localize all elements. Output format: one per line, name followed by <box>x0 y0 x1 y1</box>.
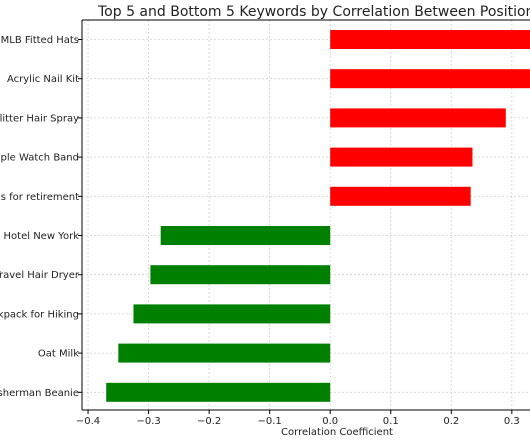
y-tick-label: Glitter Hair Spray <box>0 113 79 124</box>
x-tick-label: −0.4 <box>76 416 100 427</box>
bar-layer <box>106 30 530 402</box>
chart-title: Top 5 and Bottom 5 Keywords by Correlati… <box>97 4 530 20</box>
y-tick-label: pple Watch Band <box>0 153 79 164</box>
bar <box>160 226 331 245</box>
bar <box>330 108 506 128</box>
bar <box>106 382 331 402</box>
bar <box>330 186 471 206</box>
y-tick-label: Acrylic Nail Kit <box>7 74 79 85</box>
bar <box>133 304 331 324</box>
bar <box>330 69 530 89</box>
x-tick-label: −0.1 <box>258 416 282 427</box>
axis-layer: MLB Fitted Hats Acrylic Nail Kit Glitter H… <box>0 19 530 427</box>
y-tick-label: ds for retirement <box>0 192 79 203</box>
bar <box>330 147 473 167</box>
x-tick-label: −0.2 <box>197 416 221 427</box>
x-tick-label: 0.0 <box>322 416 338 427</box>
y-tick-label: Travel Hair Dryer <box>0 270 80 281</box>
y-tick-label: isherman Beanie <box>0 388 79 399</box>
y-tick-label: ckpack for Hiking <box>0 309 79 320</box>
y-tick-label: MLB Fitted Hats <box>1 35 79 46</box>
x-tick-label: 0.1 <box>383 416 399 427</box>
x-tick-label: 0.3 <box>504 416 520 427</box>
x-axis-label: Correlation Coefficient <box>281 427 393 438</box>
x-tick-label: −0.3 <box>136 416 160 427</box>
bar <box>330 30 530 49</box>
y-tick-label: p Hotel New York <box>0 231 79 242</box>
bar <box>118 343 331 363</box>
bar <box>150 265 331 285</box>
y-tick-label: Oat Milk <box>38 349 79 360</box>
x-tick-label: 0.2 <box>443 416 459 427</box>
